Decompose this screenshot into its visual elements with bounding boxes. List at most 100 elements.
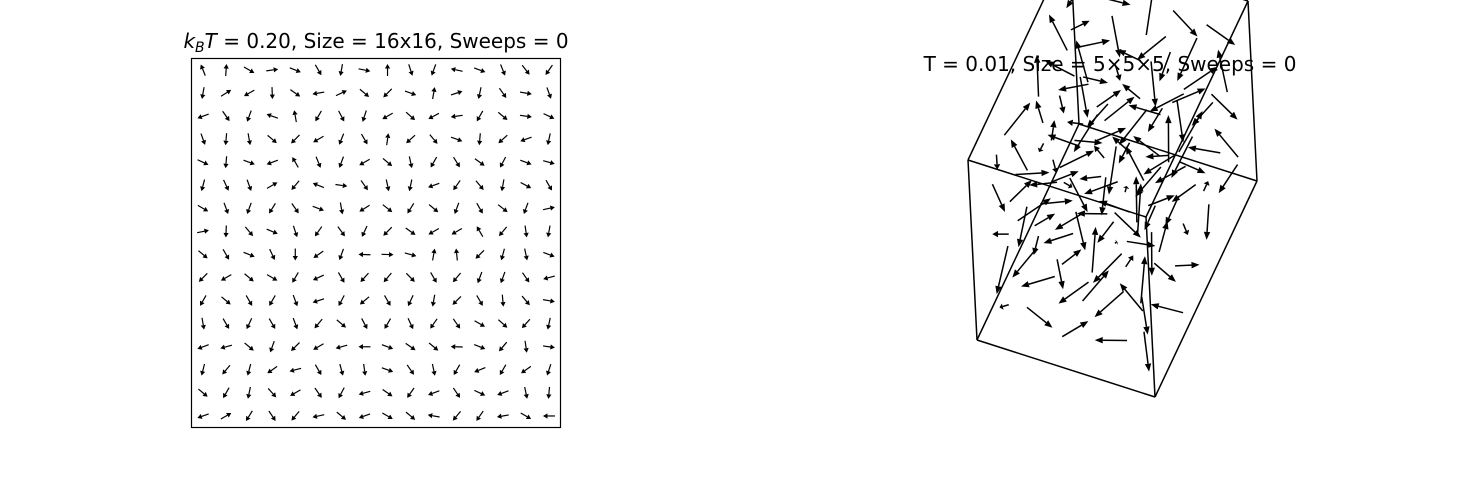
spin-arrow-3d [1123,186,1130,193]
spin-arrow-3d [1136,183,1144,232]
spin-arrow [315,110,322,122]
spin-arrow-3d [1050,120,1057,141]
spin-arrow-3d [1179,161,1206,174]
spin-arrow [382,412,393,419]
spin-arrow-3d [1079,76,1090,118]
spin-arrow-3d [1125,255,1134,268]
spin-arrow [246,363,252,376]
spin-arrow [542,344,555,350]
spin-arrow [523,386,529,399]
spin-arrow-3d [1143,331,1152,372]
spin-arrow [407,318,414,330]
spin-arrow [428,390,440,396]
spin-arrow [360,180,368,191]
spin-arrow [223,156,229,169]
spin-arrow [358,390,371,396]
spin-arrow [384,318,392,329]
spin-arrow [292,110,298,123]
cube-edge [1154,180,1258,398]
spin-arrow-3d [1125,146,1145,181]
spin-arrow-3d [1056,259,1065,290]
spin-arrow [314,387,322,398]
spin-arrow [520,365,532,374]
spin-arrow-3d [1043,232,1074,244]
spin-arrow [266,274,278,281]
spin-arrow [361,318,368,330]
spin-arrow [243,251,255,258]
spin-arrow-3d [1067,119,1084,126]
spin-arrow [499,156,507,168]
spin-arrow [290,389,301,396]
spin-arrow-3d [1202,181,1210,192]
spin-arrow [430,272,437,283]
spin-arrow [543,251,555,258]
spin-arrow [428,182,440,189]
spin-arrow [222,364,231,375]
spin-arrow-3d [1147,107,1163,132]
spin-arrow [543,275,555,281]
spin-arrow-3d [1045,60,1075,77]
spin-arrow [314,364,322,376]
spin-arrow [499,248,505,261]
spin-arrow [431,87,437,100]
spin-arrow [243,159,255,166]
spin-arrow [292,294,299,307]
spin-arrow-3d [1034,213,1056,227]
spin-arrow [337,226,345,237]
cube-edge [1145,216,1156,398]
spin-arrow-3d [1104,96,1135,122]
spin-arrow-3d [1075,211,1087,251]
spin-arrow [428,204,439,213]
spin-arrow [428,227,440,235]
spin-arrow [335,344,348,350]
spin-arrow [453,248,460,261]
spin-arrow [197,113,209,120]
spin-arrow-3d [1054,211,1086,230]
spin-arrow [223,225,229,238]
spin-arrow [545,64,553,75]
spin-arrow-3d [1117,49,1142,62]
spin-arrow [476,110,484,122]
spin-arrow-3d [1035,100,1044,124]
spin-arrow [244,342,254,351]
spin-arrow [542,298,555,304]
spin-arrow-3d [1122,83,1141,100]
spin-arrow [360,133,368,145]
spin-arrow [453,156,460,168]
spin-arrow [222,249,230,260]
spin-arrow [361,225,368,237]
cube-edge [976,123,1080,341]
spin-arrow [476,226,484,237]
spin-arrow [246,318,253,330]
spin-arrow [407,203,415,214]
spin-arrow [430,156,438,168]
spin-arrow [338,295,345,306]
spin-arrow [313,250,324,258]
spin-arrow-3d [1058,83,1089,92]
spin-arrow [498,87,507,99]
spin-arrow [523,340,529,353]
spin-arrow [358,344,371,350]
spin-arrow-3d [1118,142,1131,164]
spin-arrow-3d [1077,38,1111,49]
spin-arrow [314,64,322,76]
spin-arrow-3d [1094,127,1127,142]
spin-arrow-3d [1187,145,1221,154]
spin-arrow-3d [1010,139,1029,171]
spin-arrow [220,344,233,350]
spin-arrow [476,295,483,306]
spin-arrow [496,413,509,419]
spin-arrow-3d [1148,232,1155,276]
spin-arrow [197,344,209,350]
spin-arrow [359,88,370,97]
spin-arrow [359,296,370,305]
spin-arrow [336,411,346,420]
spin-arrow-3d [993,154,1001,170]
spin-arrow [500,64,506,76]
spin-arrow-3d [1119,283,1144,312]
spin-arrow [475,249,485,259]
spin-arrow [546,87,552,99]
spin-arrow [223,179,230,191]
spin-arrow [543,113,555,120]
spin-arrow-3d [1037,143,1045,153]
